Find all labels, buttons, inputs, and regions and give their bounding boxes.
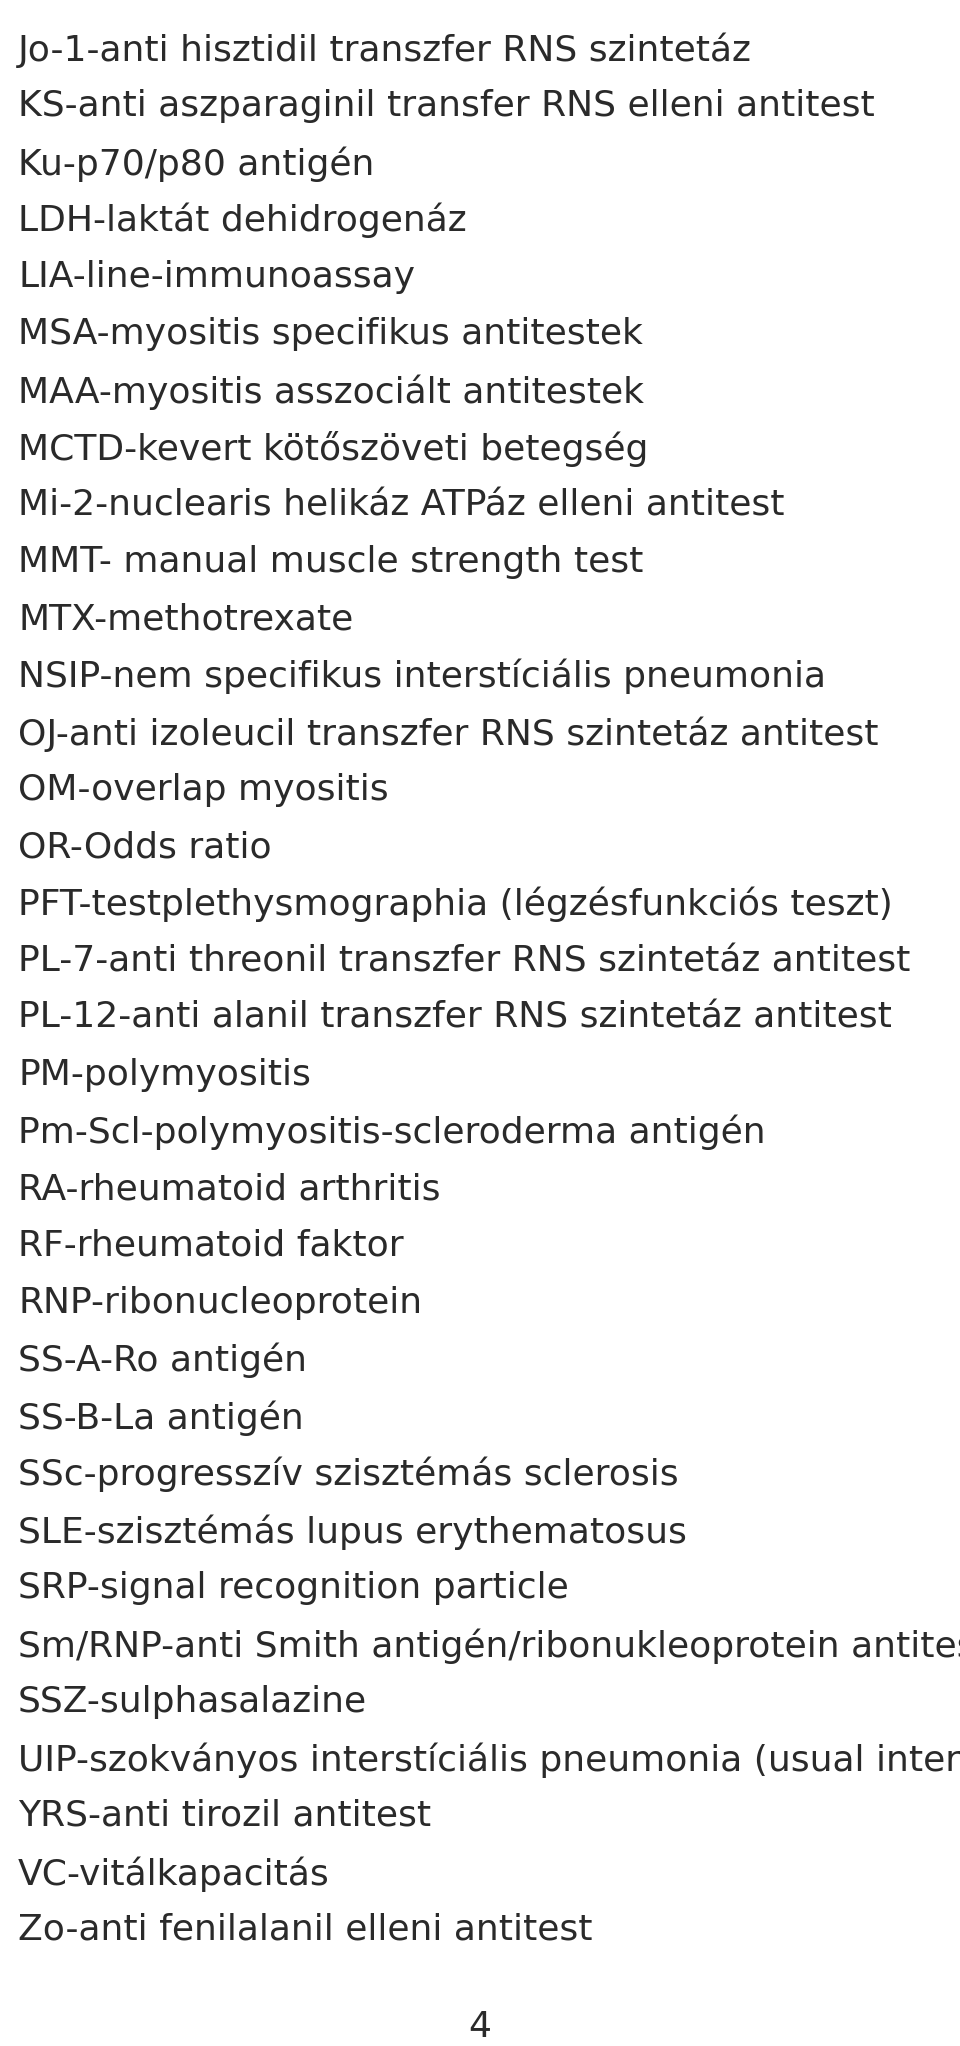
Text: PL-7-anti threonil transzfer RNS szintetáz antitest: PL-7-anti threonil transzfer RNS szintet… (18, 943, 910, 978)
Text: Zo-anti fenilalanil elleni antitest: Zo-anti fenilalanil elleni antitest (18, 1913, 592, 1948)
Text: OR-Odds ratio: OR-Odds ratio (18, 831, 272, 863)
Text: Pm-Scl-polymyositis-scleroderma antigén: Pm-Scl-polymyositis-scleroderma antigén (18, 1115, 766, 1150)
Text: OJ-anti izoleucil transzfer RNS szintetáz antitest: OJ-anti izoleucil transzfer RNS szintetá… (18, 716, 878, 751)
Text: LDH-laktát dehidrogenáz: LDH-laktát dehidrogenáz (18, 203, 467, 239)
Text: Mi-2-nuclearis helikáz ATPáz elleni antitest: Mi-2-nuclearis helikáz ATPáz elleni anti… (18, 489, 784, 522)
Text: KS-anti aszparaginil transfer RNS elleni antitest: KS-anti aszparaginil transfer RNS elleni… (18, 88, 875, 123)
Text: VC-vitálkapacitás: VC-vitálkapacitás (18, 1856, 329, 1891)
Text: PL-12-anti alanil transzfer RNS szintetáz antitest: PL-12-anti alanil transzfer RNS szintetá… (18, 1000, 892, 1035)
Text: Sm/RNP-anti Smith antigén/ribonukleoprotein antitest: Sm/RNP-anti Smith antigén/ribonukleoprot… (18, 1629, 960, 1663)
Text: 4: 4 (468, 2009, 492, 2044)
Text: MMT- manual muscle strength test: MMT- manual muscle strength test (18, 544, 643, 579)
Text: PM-polymyositis: PM-polymyositis (18, 1058, 311, 1093)
Text: RA-rheumatoid arthritis: RA-rheumatoid arthritis (18, 1172, 441, 1205)
Text: SSc-progresszív szisztémás sclerosis: SSc-progresszív szisztémás sclerosis (18, 1457, 679, 1492)
Text: RF-rheumatoid faktor: RF-rheumatoid faktor (18, 1230, 403, 1262)
Text: SLE-szisztémás lupus erythematosus: SLE-szisztémás lupus erythematosus (18, 1514, 686, 1549)
Text: LIA-line-immunoassay: LIA-line-immunoassay (18, 260, 415, 295)
Text: SSZ-sulphasalazine: SSZ-sulphasalazine (18, 1686, 367, 1719)
Text: MCTD-kevert kötőszöveti betegség: MCTD-kevert kötőszöveti betegség (18, 432, 648, 466)
Text: MTX-methotrexate: MTX-methotrexate (18, 602, 353, 636)
Text: SS-B-La antigén: SS-B-La antigén (18, 1399, 303, 1436)
Text: SRP-signal recognition particle: SRP-signal recognition particle (18, 1571, 568, 1604)
Text: PFT-testplethysmographia (légzésfunkciós teszt): PFT-testplethysmographia (légzésfunkciós… (18, 888, 893, 923)
Text: YRS-anti tirozil antitest: YRS-anti tirozil antitest (18, 1798, 431, 1833)
Text: MSA-myositis specifikus antitestek: MSA-myositis specifikus antitestek (18, 317, 643, 352)
Text: UIP-szokványos interstíciális pneumonia (usual interstitial pneumonia): UIP-szokványos interstíciális pneumonia … (18, 1741, 960, 1778)
Text: OM-overlap myositis: OM-overlap myositis (18, 773, 389, 806)
Text: NSIP-nem specifikus interstíciális pneumonia: NSIP-nem specifikus interstíciális pneum… (18, 659, 826, 694)
Text: MAA-myositis asszociált antitestek: MAA-myositis asszociált antitestek (18, 374, 644, 409)
Text: Ku-p70/p80 antigén: Ku-p70/p80 antigén (18, 145, 374, 182)
Text: SS-A-Ro antigén: SS-A-Ro antigén (18, 1342, 307, 1379)
Text: Jo-1-anti hisztidil transzfer RNS szintetáz: Jo-1-anti hisztidil transzfer RNS szinte… (18, 33, 752, 68)
Text: RNP-ribonucleoprotein: RNP-ribonucleoprotein (18, 1287, 422, 1320)
